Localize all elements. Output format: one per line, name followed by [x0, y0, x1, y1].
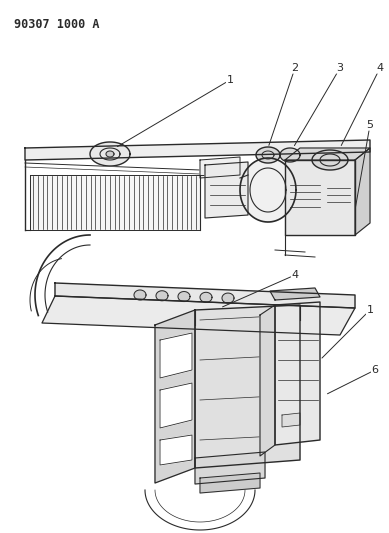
Text: 4: 4	[341, 63, 384, 146]
Polygon shape	[200, 292, 212, 302]
Polygon shape	[200, 473, 260, 493]
Text: 5: 5	[356, 120, 373, 207]
Text: 4: 4	[223, 270, 299, 307]
Polygon shape	[312, 150, 348, 170]
Text: 3: 3	[294, 63, 343, 146]
Polygon shape	[285, 160, 355, 235]
Polygon shape	[30, 175, 200, 230]
Polygon shape	[200, 157, 240, 178]
Polygon shape	[55, 283, 355, 308]
Polygon shape	[25, 140, 370, 160]
Polygon shape	[282, 413, 300, 427]
Polygon shape	[260, 305, 275, 456]
Polygon shape	[155, 310, 195, 483]
Polygon shape	[160, 435, 192, 465]
Text: 6: 6	[328, 365, 378, 394]
Polygon shape	[195, 305, 300, 468]
Polygon shape	[195, 452, 265, 484]
Polygon shape	[256, 147, 280, 163]
Polygon shape	[160, 383, 192, 428]
Polygon shape	[270, 288, 320, 300]
Polygon shape	[134, 290, 146, 300]
Polygon shape	[178, 292, 190, 302]
Text: 1: 1	[117, 75, 233, 147]
Polygon shape	[90, 142, 130, 166]
Polygon shape	[205, 162, 248, 218]
Polygon shape	[156, 291, 168, 301]
Polygon shape	[240, 158, 296, 222]
Polygon shape	[275, 302, 320, 445]
Polygon shape	[160, 333, 192, 378]
Polygon shape	[355, 148, 370, 235]
Text: 2: 2	[269, 63, 299, 146]
Polygon shape	[285, 148, 370, 160]
Polygon shape	[280, 148, 300, 162]
Polygon shape	[222, 293, 234, 303]
Text: 1: 1	[322, 305, 373, 358]
Polygon shape	[42, 296, 355, 335]
Text: 90307 1000 A: 90307 1000 A	[14, 18, 100, 31]
Polygon shape	[106, 151, 114, 157]
